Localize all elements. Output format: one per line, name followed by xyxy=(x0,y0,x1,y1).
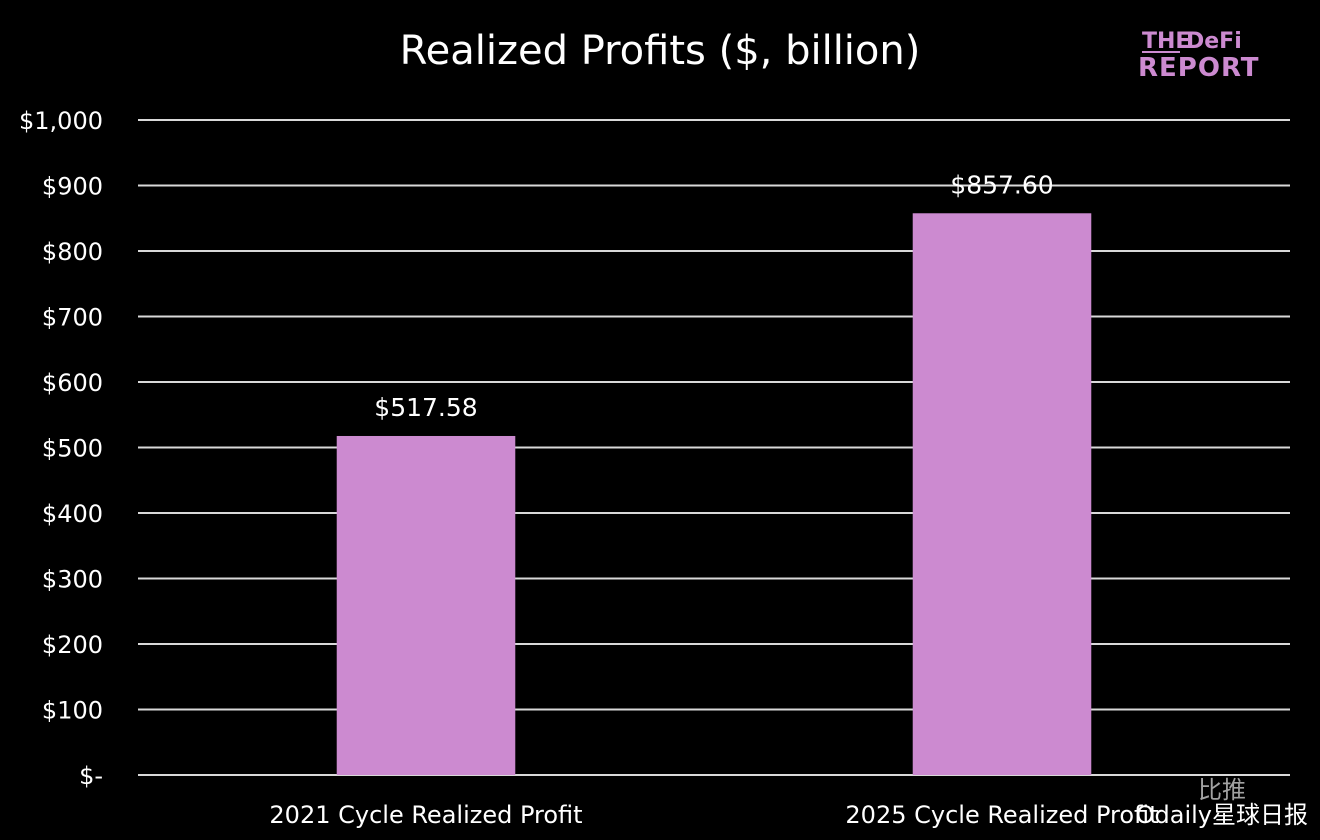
logo: THE DeFi REPORT xyxy=(1138,29,1260,83)
x-category-label: 2025 Cycle Realized Profit xyxy=(845,801,1158,829)
x-axis-categories: 2021 Cycle Realized Profit 2025 Cycle Rea… xyxy=(269,801,1158,829)
data-label: $517.58 xyxy=(374,393,477,422)
y-tick-label: $700 xyxy=(42,304,103,332)
y-tick-label: $300 xyxy=(42,566,103,594)
gridlines xyxy=(138,119,1290,776)
y-tick-label: $600 xyxy=(42,369,103,397)
logo-report: REPORT xyxy=(1138,53,1260,83)
bars xyxy=(336,213,1092,776)
y-axis-ticks: $- $100 $200 $300 $400 $500 $600 $700 $800 $900 $1… xyxy=(19,107,103,790)
data-labels: $517.58 $857.60 xyxy=(374,170,1053,422)
chart-title: Realized Profits ($, billion) xyxy=(400,28,921,74)
y-tick-label: $500 xyxy=(42,435,103,463)
y-tick-label: $1,000 xyxy=(19,107,103,135)
y-tick-label: $900 xyxy=(42,173,103,201)
watermark: 比推 Odaily星球日报 xyxy=(1136,776,1308,829)
bar xyxy=(912,213,1092,776)
y-tick-label: $800 xyxy=(42,238,103,266)
watermark-text: Odaily星球日报 xyxy=(1136,801,1308,829)
y-tick-label: $200 xyxy=(42,631,103,659)
bar xyxy=(336,435,516,775)
data-label: $857.60 xyxy=(950,170,1053,199)
watermark-badge: 比推 xyxy=(1198,776,1246,804)
y-tick-label: $- xyxy=(79,762,103,790)
logo-the: THE xyxy=(1142,29,1190,54)
x-category-label: 2021 Cycle Realized Profit xyxy=(269,801,582,829)
y-tick-label: $400 xyxy=(42,500,103,528)
logo-defi: DeFi xyxy=(1186,29,1242,54)
y-tick-label: $100 xyxy=(42,697,103,725)
